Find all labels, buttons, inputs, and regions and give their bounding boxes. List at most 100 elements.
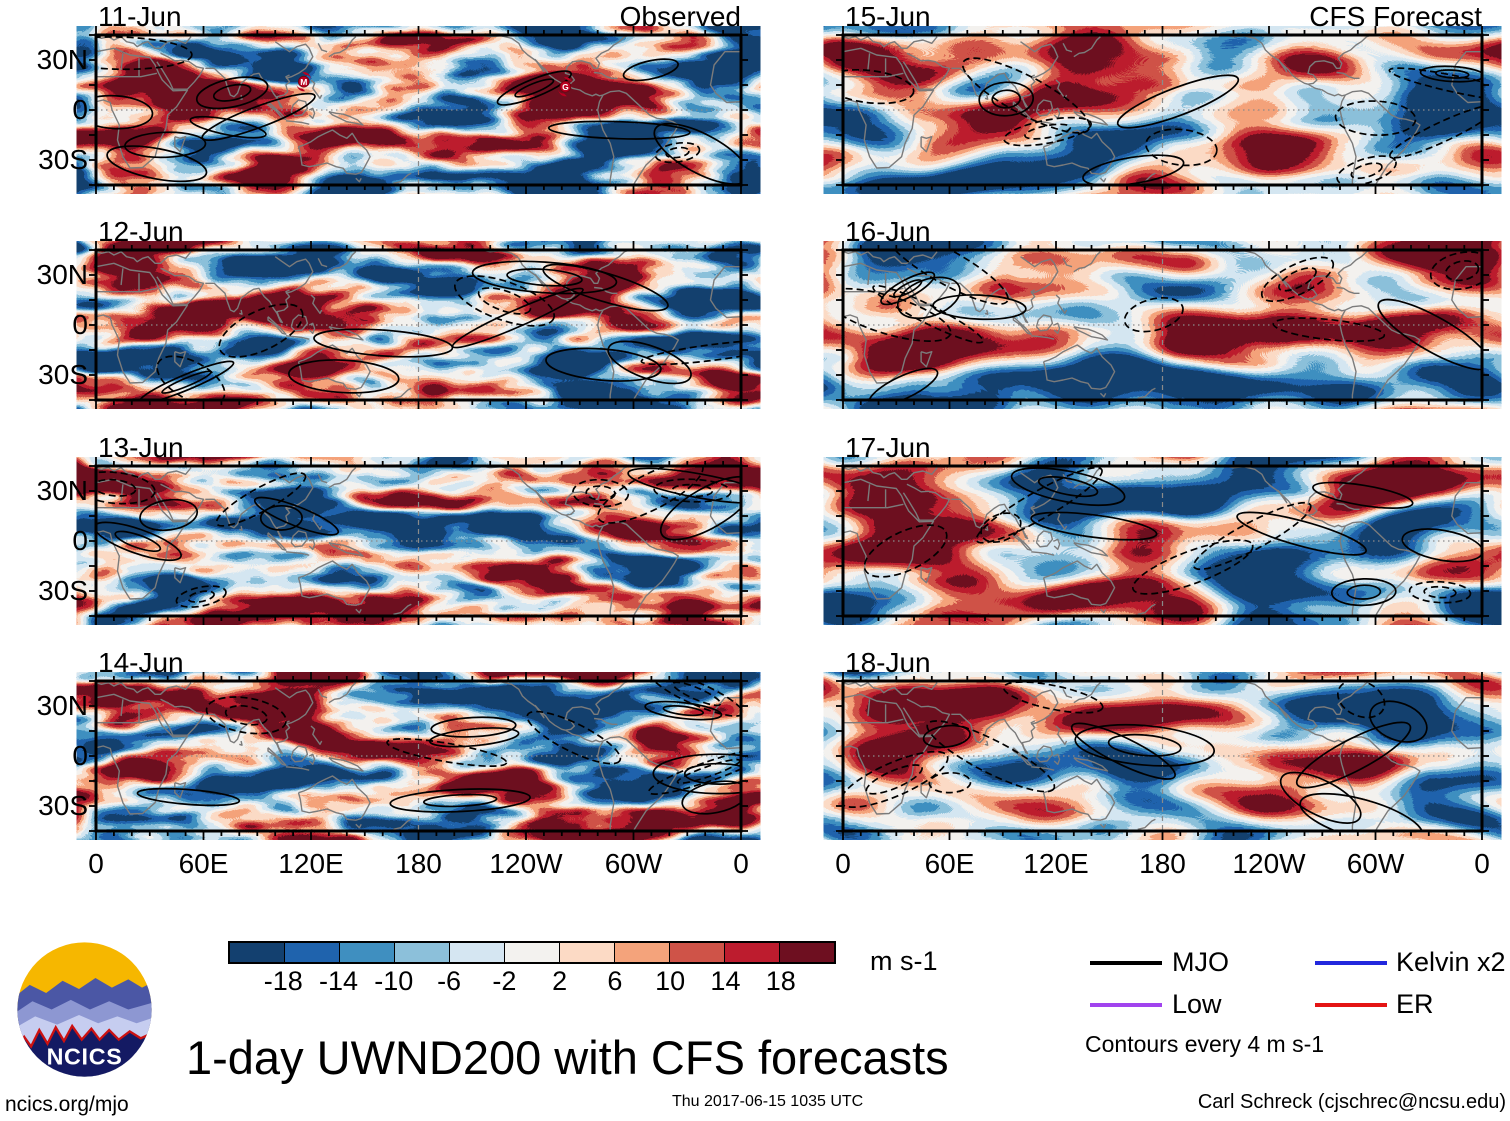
colorbar-tick-label: -6 [437, 966, 462, 996]
colorbar-tick-label: 14 [710, 966, 741, 996]
y-axis-label: 30S [38, 575, 88, 606]
x-axis-label: 180 [395, 848, 442, 879]
legend-label-er: ER [1396, 989, 1434, 1019]
y-axis-label: 30N [36, 259, 88, 290]
figure-title: 1-day UWND200 with CFS forecasts [186, 1031, 949, 1084]
footer-timestamp: Thu 2017-06-15 1035 UTC [672, 1093, 864, 1110]
x-axis-label: 0 [835, 848, 851, 879]
x-axis-label: 60E [178, 848, 229, 879]
x-axis-label: 120W [489, 848, 563, 879]
map-frame [94, 464, 743, 618]
map-canvas-12-Jun [89, 241, 748, 409]
y-axis-label: 30N [36, 475, 88, 506]
storm-marker: M [296, 72, 311, 92]
map-frame [841, 33, 1484, 187]
y-axis-label: 30N [36, 44, 88, 75]
colorbar-tick-label: 6 [607, 966, 623, 996]
y-axis-label: 30N [36, 690, 88, 721]
x-axis-label: 0 [1474, 848, 1490, 879]
wave-contours [843, 250, 1482, 400]
wave-contours [138, 260, 741, 400]
panel-date-label: 14-Jun [98, 647, 184, 678]
panel-date-label: 15-Jun [845, 1, 931, 32]
colorbar-cell [670, 943, 725, 962]
x-axis-label: 120E [278, 848, 344, 879]
wave-contours [863, 466, 1482, 607]
x-axis-label: 60W [604, 848, 663, 879]
y-axis-label: 0 [72, 525, 88, 556]
map-canvas-17-Jun [836, 457, 1489, 625]
wave-contours [96, 466, 741, 608]
coastlines [96, 681, 741, 831]
panel-date-label: 12-Jun [98, 216, 184, 247]
colorbar-cell [450, 943, 505, 962]
y-axis-label: 0 [72, 94, 88, 125]
contour-interval-note: Contours every 4 m s-1 [1085, 1031, 1325, 1057]
panel-date-label: 11-Jun [98, 1, 182, 32]
panel-date-label: 16-Jun [845, 216, 931, 247]
legend-label-low: Low [1172, 989, 1222, 1019]
coastlines [843, 681, 1482, 831]
y-axis-label: 0 [72, 309, 88, 340]
colorbar [228, 941, 836, 964]
colorbar-tick-label: 2 [552, 966, 568, 996]
panel-date-label: 17-Jun [845, 432, 931, 463]
colorbar-unit-label: m s-1 [870, 946, 938, 976]
x-axis-label: 120W [1232, 848, 1306, 879]
colorbar-cell [780, 943, 834, 962]
map-frame [841, 464, 1484, 618]
coastlines [96, 250, 741, 400]
y-axis-label: 0 [72, 740, 88, 771]
x-axis-label: 180 [1139, 848, 1186, 879]
colorbar-cell [505, 943, 560, 962]
colorbar-cell [725, 943, 780, 962]
footer-author: Carl Schreck (cjschrec@ncsu.edu) [1197, 1091, 1506, 1113]
colorbar-cell [395, 943, 450, 962]
storm-marker: G [558, 77, 573, 97]
x-axis-label: 0 [88, 848, 104, 879]
coastlines [843, 250, 1482, 400]
legend-line-kelvin-x2 [1315, 961, 1387, 965]
x-axis-label: 0 [733, 848, 749, 879]
colorbar-tick-label: 10 [655, 966, 686, 996]
colorbar-tick-label: -14 [319, 966, 359, 996]
map-canvas-14-Jun [89, 672, 748, 840]
x-axis-label: 60W [1346, 848, 1405, 879]
logo-wordmark: NCICS [47, 1043, 123, 1069]
map-canvas-18-Jun [836, 672, 1489, 840]
colorbar-cell [615, 943, 670, 962]
map-frame [841, 679, 1484, 833]
colorbar-tick-label: -10 [374, 966, 414, 996]
colorbar-tick-label: -2 [492, 966, 517, 996]
wave-contours [96, 36, 741, 185]
coastlines [843, 466, 1482, 616]
panel-source-label: CFS Forecast [1309, 1, 1482, 32]
footer-url: ncics.org/mjo [5, 1093, 129, 1116]
y-axis-label: 30S [38, 790, 88, 821]
storm-letter: M [300, 77, 307, 87]
y-axis-label: 30S [38, 144, 88, 175]
ncics-logo: NCICS [17, 942, 152, 1077]
map-canvas-13-Jun [89, 457, 748, 625]
map-frame [841, 248, 1484, 402]
map-canvas-15-Jun [836, 26, 1489, 194]
panel-date-label: 18-Jun [845, 647, 931, 678]
colorbar-tick-label: 18 [765, 966, 796, 996]
map-frame [94, 679, 743, 833]
colorbar-cell [285, 943, 340, 962]
legend-line-mjo [1090, 961, 1162, 965]
x-axis-label: 120E [1023, 848, 1089, 879]
colorbar-cell [340, 943, 395, 962]
colorbar-tick-label: -18 [263, 966, 303, 996]
map-frame [94, 33, 743, 187]
legend-label-mjo: MJO [1172, 947, 1229, 977]
colorbar-cell [560, 943, 615, 962]
legend-label-kelvin-x2: Kelvin x2 [1396, 947, 1506, 977]
map-frame [94, 248, 743, 402]
panel-date-label: 13-Jun [98, 432, 184, 463]
panel-source-label: Observed [619, 1, 741, 32]
x-axis-label: 60E [924, 848, 975, 879]
colorbar-cell [230, 943, 285, 962]
